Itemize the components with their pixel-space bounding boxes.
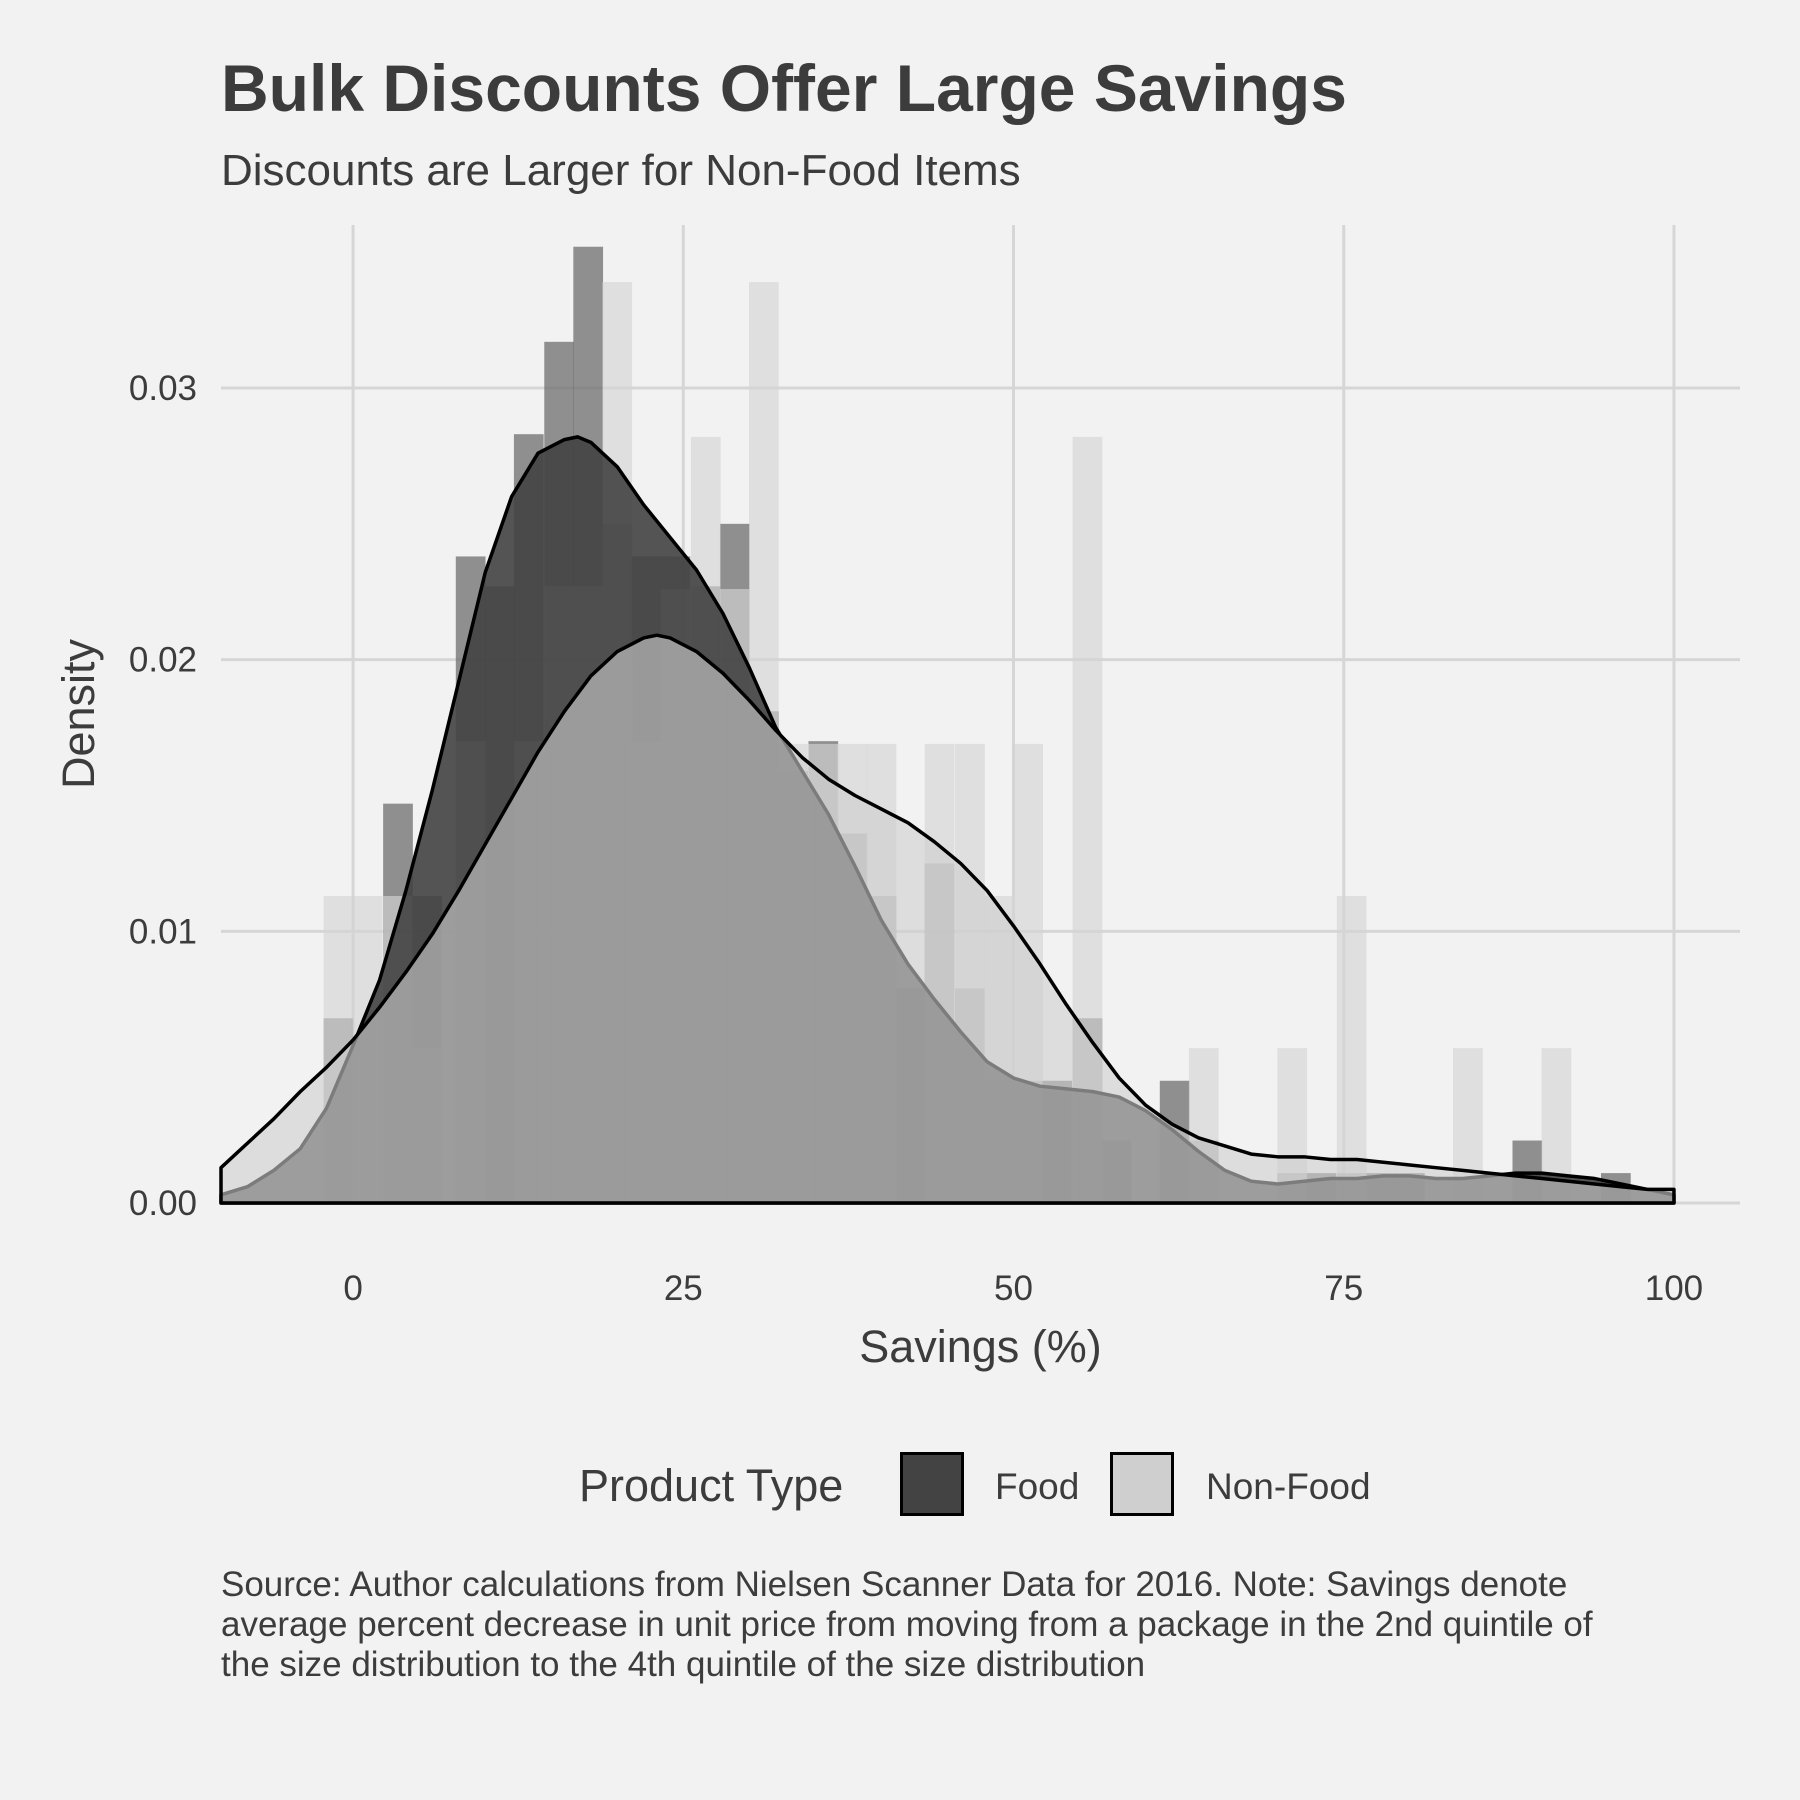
axis-labels: 0 25 50 75 100 0.00 0.01 0.02 0.03 Savings (%) Den… — [53, 369, 1703, 1372]
x-tick-label: 25 — [664, 1269, 703, 1308]
legend: Product Type Food Non-Food — [0, 1448, 1800, 1520]
x-tick-label: 50 — [994, 1269, 1033, 1308]
chart-title: Bulk Discounts Offer Large Savings — [221, 51, 1347, 125]
legend-swatch-non-food — [1110, 1452, 1174, 1516]
chart-subtitle: Discounts are Larger for Non-Food Items — [221, 146, 1021, 195]
density-area-non-food — [219, 633, 1676, 1205]
chart-caption: Source: Author calculations from Nielsen… — [221, 1565, 1593, 1684]
y-tick-label: 0.02 — [129, 641, 197, 680]
x-axis-label: Savings (%) — [859, 1321, 1102, 1372]
y-axis-label: Density — [53, 638, 104, 789]
legend-label-food: Food — [995, 1466, 1080, 1507]
legend-swatch-food — [900, 1452, 964, 1516]
x-tick-label: 0 — [343, 1269, 362, 1308]
legend-label-non-food: Non-Food — [1206, 1466, 1371, 1507]
x-tick-label: 75 — [1324, 1269, 1363, 1308]
y-tick-label: 0.00 — [129, 1184, 197, 1223]
y-tick-label: 0.03 — [129, 369, 197, 408]
legend-title: Product Type — [579, 1460, 844, 1511]
histogram-bar-non-food — [1336, 896, 1367, 1203]
y-tick-label: 0.01 — [129, 912, 197, 951]
density-areas — [219, 435, 1676, 1205]
x-tick-label: 100 — [1645, 1269, 1703, 1308]
